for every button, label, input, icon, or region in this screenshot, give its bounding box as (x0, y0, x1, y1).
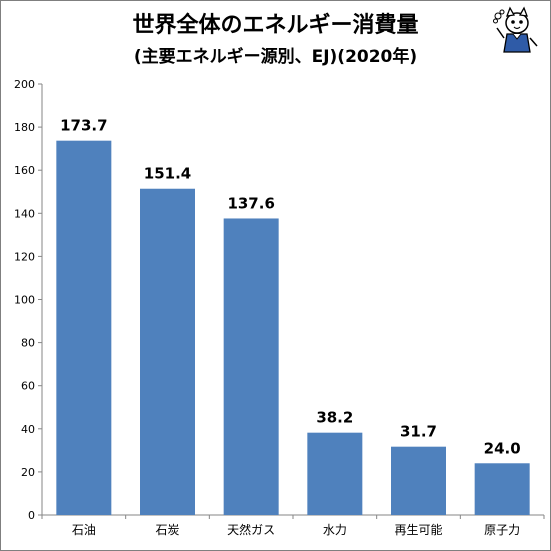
chart-title: 世界全体のエネルギー消費量 (132, 13, 419, 38)
y-tick-label: 0 (28, 509, 35, 522)
data-label: 31.7 (400, 423, 437, 441)
y-tick-label: 120 (14, 250, 35, 263)
y-tick-label: 140 (14, 207, 35, 220)
chart-subtitle: (主要エネルギー源別、EJ)(2020年) (133, 47, 418, 67)
x-category-label: 石油 (72, 523, 96, 537)
bar (307, 432, 363, 515)
y-tick-label: 80 (21, 337, 35, 350)
y-tick-label: 200 (14, 78, 35, 91)
x-category-label: 石炭 (155, 523, 179, 537)
y-tick-label: 160 (14, 164, 35, 177)
x-category-label: 原子力 (484, 523, 520, 537)
y-tick-label: 60 (21, 380, 35, 393)
bar (56, 140, 112, 515)
bar (223, 218, 279, 516)
data-label: 38.2 (316, 409, 353, 427)
bar (140, 188, 195, 515)
y-tick-label: 180 (14, 121, 35, 134)
y-tick-label: 20 (21, 466, 35, 479)
data-label: 151.4 (144, 165, 191, 183)
x-category-label: 水力 (323, 523, 347, 537)
data-label: 137.6 (227, 194, 274, 212)
mascot-logo-icon (493, 6, 538, 53)
data-label: 173.7 (60, 117, 107, 135)
bar (391, 446, 446, 515)
y-tick-label: 40 (21, 423, 35, 436)
x-category-label: 再生可能 (394, 523, 442, 537)
y-tick-label: 100 (14, 294, 35, 307)
bar (474, 463, 530, 515)
x-category-label: 天然ガス (227, 522, 275, 537)
data-label: 24.0 (484, 439, 521, 457)
